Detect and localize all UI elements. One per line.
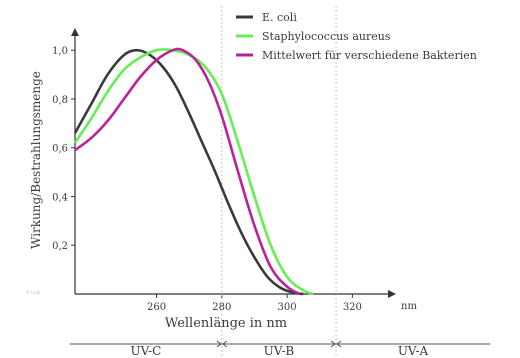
y-axis-arrow	[71, 28, 79, 36]
band-arrow	[222, 340, 228, 348]
legend-label: Mittelwert für verschiedene Bakterien	[262, 49, 477, 62]
source-note: © t-lab	[26, 290, 41, 295]
series-lines	[73, 47, 314, 296]
x-axis-arrow	[388, 290, 396, 298]
y-tick-label: 0,2	[52, 241, 68, 252]
series-staphylococcus-aureus	[73, 48, 314, 296]
band-arrow	[216, 340, 222, 348]
uv-bands: UV-C UV-B UV-A	[70, 340, 490, 358]
band-label: UV-B	[264, 344, 295, 358]
x-axis-label: Wellenlänge in nm	[165, 316, 287, 331]
legend-label: Staphylococcus aureus	[262, 30, 391, 43]
legend: E. coli Staphylococcus aureus Mittelwert f…	[236, 11, 477, 62]
y-tick-label: 0,6	[52, 144, 68, 155]
axis-labels: Wirkung/Bestrahlungsmenge Wellenlänge in…	[26, 71, 417, 331]
y-tick-label: 0,8	[52, 95, 68, 106]
series-e-coli	[73, 48, 304, 296]
y-axis-label: Wirkung/Bestrahlungsmenge	[29, 71, 43, 249]
reference-lines	[221, 6, 337, 358]
x-tick-label: 300	[278, 302, 297, 313]
band-label: UV-A	[398, 344, 429, 358]
band-arrow	[336, 340, 342, 348]
legend-label: E. coli	[262, 11, 297, 24]
y-tick-label: 0,4	[52, 192, 68, 203]
series-mittelwert-f-r-verschiedene-bakterien	[74, 47, 301, 296]
y-tick-label: 1,0	[52, 46, 68, 57]
x-axis-unit: nm	[401, 301, 417, 312]
x-tick-label: 320	[343, 302, 362, 313]
band-label: UV-C	[130, 344, 161, 358]
x-tick-label: 260	[147, 302, 166, 313]
band-arrow	[330, 340, 336, 348]
